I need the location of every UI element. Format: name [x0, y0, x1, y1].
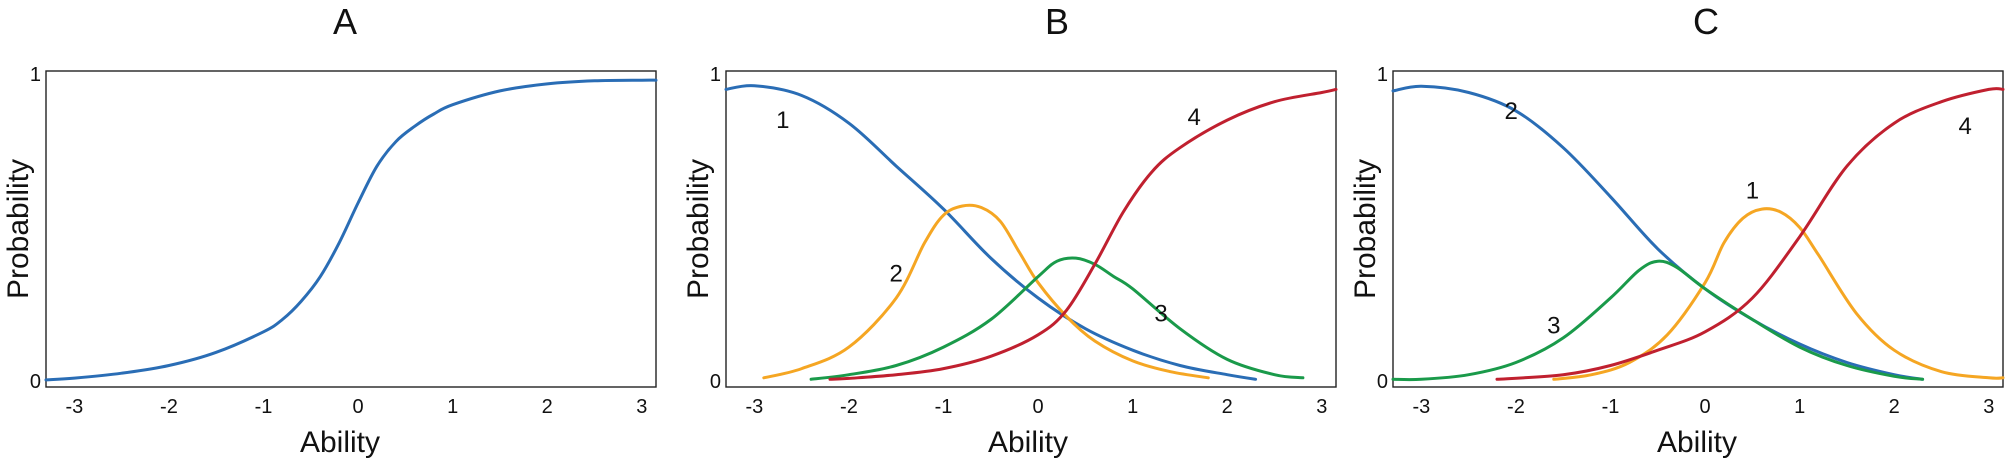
panel-a-xtick-label: 2	[542, 396, 553, 418]
panel-a-plot-frame	[45, 70, 657, 388]
panel-b-xtick-label: -1	[935, 396, 953, 418]
panel-c-xtick-label: 3	[1983, 396, 1994, 418]
panel-c-annotations: 2 1 3 4	[1505, 98, 1972, 340]
panel-c-ylabel: Probability	[1349, 159, 1382, 299]
panel-c-curve-label: 3	[1547, 313, 1560, 340]
panel-a-ticks: -3 -2 -1 0 1 2 3 0 1	[30, 64, 648, 418]
panel-a-xtick-label: -2	[160, 396, 178, 418]
panel-c-ytick-label: 1	[1377, 64, 1388, 86]
panel-b-xtick-label: 0	[1033, 396, 1044, 418]
panel-b-title: B	[1045, 1, 1069, 42]
panel-c-ticks: -3 -2 -1 0 1 2 3 0 1	[1377, 64, 1995, 418]
panel-b-curve-label: 4	[1187, 104, 1200, 131]
panel-a-curves	[44, 78, 658, 382]
panel-a-title: A	[333, 1, 357, 42]
panel-b-ticks: -3 -2 -1 0 1 2 3 0 1	[710, 64, 1328, 418]
panel-c-curve-green	[1391, 259, 1925, 382]
panel-c-curve-red	[1495, 87, 2005, 381]
panel-b-curve-label: 3	[1154, 300, 1167, 327]
panel-b-xtick-label: -2	[840, 396, 858, 418]
panel-a-xtick-label: 0	[353, 396, 364, 418]
panel-b-curve-blue	[724, 84, 1258, 381]
panel-b-xtick-label: 2	[1222, 396, 1233, 418]
panel-c-xtick-label: 1	[1794, 396, 1805, 418]
panel-c-curve-label: 1	[1746, 178, 1759, 205]
panel-b-curve-orange	[762, 203, 1210, 380]
panel-c-curve-label: 2	[1505, 98, 1518, 125]
panel-b-xtick-label: 3	[1316, 396, 1327, 418]
panel-b-curve-red	[828, 87, 1338, 381]
panel-c-plot-frame	[1392, 70, 2004, 388]
panel-b-curves	[724, 84, 1338, 381]
panel-a-xlabel: Ability	[300, 426, 380, 459]
panel-b-curve-green	[809, 256, 1305, 381]
panel-c-curve-blue	[1391, 84, 1925, 381]
panel-b-plot-frame	[725, 70, 1337, 388]
panel-b-annotations: 1 2 3 4	[776, 104, 1201, 327]
panel-a-xtick-label: -1	[255, 396, 273, 418]
panel-c-curve-orange	[1552, 207, 2005, 381]
panel-c-xtick-label: -3	[1412, 396, 1430, 418]
panel-a-xtick-label: 3	[636, 396, 647, 418]
panel-b-ytick-label: 1	[710, 64, 721, 86]
panel-b-ytick-label: 0	[710, 371, 721, 393]
panel-c-xtick-label: -1	[1602, 396, 1620, 418]
panel-c-xtick-label: 2	[1889, 396, 1900, 418]
panel-a-curve-blue	[44, 78, 658, 382]
panel-b-xlabel: Ability	[988, 426, 1068, 459]
panel-a: A Probability Ability -3 -2 -1 0 1 2 3 0 1	[2, 1, 658, 459]
panel-b-curve-label: 1	[776, 107, 789, 134]
panel-b: B Probability Ability -3 -2 -1 0 1 2 3 0 1 1 2 3 4	[682, 1, 1338, 459]
panel-a-ytick-label: 0	[30, 371, 41, 393]
panel-c-curves	[1391, 84, 2005, 382]
panel-c-xlabel: Ability	[1657, 426, 1737, 459]
panel-a-xtick-label: -3	[65, 396, 83, 418]
panel-a-ytick-label: 1	[30, 64, 41, 86]
panel-b-curve-label: 2	[890, 260, 903, 287]
panel-a-ylabel: Probability	[2, 159, 35, 299]
panel-b-ylabel: Probability	[682, 159, 715, 299]
panel-c-xtick-label: 0	[1700, 396, 1711, 418]
panel-c: C Probability Ability -3 -2 -1 0 1 2 3 0 1 2 1 3 4	[1349, 1, 2005, 459]
panel-c-title: C	[1693, 1, 1719, 42]
panel-b-xtick-label: -3	[745, 396, 763, 418]
panel-c-curve-label: 4	[1958, 113, 1971, 140]
panel-c-xtick-label: -2	[1507, 396, 1525, 418]
panel-b-xtick-label: 1	[1127, 396, 1138, 418]
panel-a-xtick-label: 1	[447, 396, 458, 418]
panel-c-ytick-label: 0	[1377, 371, 1388, 393]
